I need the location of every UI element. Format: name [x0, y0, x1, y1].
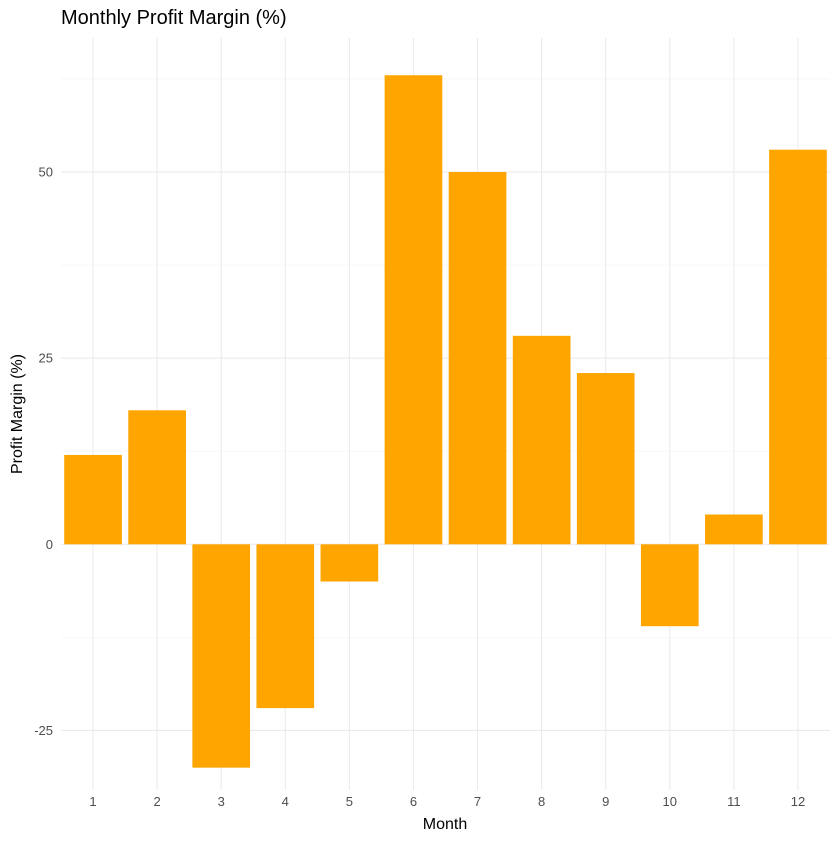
bar-month-5 — [320, 544, 379, 582]
bar-month-6 — [384, 75, 443, 545]
bar-month-3 — [192, 544, 251, 768]
y-tick-label: -25 — [34, 723, 53, 738]
x-tick-label: 12 — [791, 794, 805, 809]
bar-month-9 — [576, 373, 635, 545]
y-axis-title: Profit Margin (%) — [9, 354, 26, 474]
bar-month-7 — [448, 172, 507, 545]
x-axis-ticks: 1 2 3 4 5 6 7 8 9 10 11 12 — [89, 794, 805, 809]
x-tick-label: 4 — [282, 794, 289, 809]
bar-month-10 — [640, 544, 699, 627]
x-tick-label: 10 — [663, 794, 677, 809]
x-axis-title: Month — [423, 816, 467, 833]
x-tick-label: 6 — [410, 794, 417, 809]
x-tick-label: 11 — [727, 794, 741, 809]
x-tick-label: 8 — [538, 794, 545, 809]
y-tick-label: 25 — [39, 351, 53, 366]
bar-month-11 — [705, 514, 763, 545]
x-tick-label: 9 — [602, 794, 609, 809]
bar-month-2 — [128, 410, 186, 545]
x-tick-label: 5 — [346, 794, 353, 809]
bar-month-1 — [64, 454, 122, 545]
x-tick-label: 3 — [218, 794, 225, 809]
bar-month-4 — [256, 544, 315, 709]
x-tick-label: 7 — [474, 794, 481, 809]
bars — [64, 75, 827, 768]
y-axis-ticks: -25 0 25 50 — [34, 165, 53, 738]
bar-month-8 — [512, 335, 571, 545]
chart-title: Monthly Profit Margin (%) — [61, 7, 287, 29]
y-tick-label: 50 — [39, 165, 53, 180]
bar-month-12 — [769, 149, 827, 545]
x-tick-label: 1 — [89, 794, 96, 809]
y-tick-label: 0 — [46, 537, 53, 552]
x-tick-label: 2 — [154, 794, 161, 809]
